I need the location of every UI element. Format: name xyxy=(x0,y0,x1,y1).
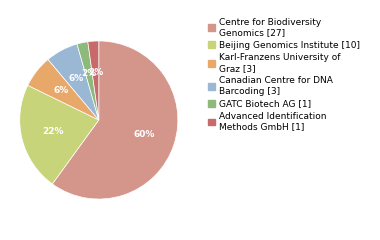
Wedge shape xyxy=(20,85,99,184)
Legend: Centre for Biodiversity
Genomics [27], Beijing Genomics Institute [10], Karl-Fra: Centre for Biodiversity Genomics [27], B… xyxy=(206,16,361,133)
Wedge shape xyxy=(28,60,99,120)
Wedge shape xyxy=(48,44,99,120)
Wedge shape xyxy=(88,41,99,120)
Wedge shape xyxy=(77,42,99,120)
Wedge shape xyxy=(52,41,178,199)
Text: 60%: 60% xyxy=(133,130,155,139)
Text: 6%: 6% xyxy=(69,74,84,83)
Text: 2%: 2% xyxy=(81,69,97,78)
Text: 6%: 6% xyxy=(54,86,69,95)
Text: 22%: 22% xyxy=(42,127,63,136)
Text: 2%: 2% xyxy=(88,68,103,77)
